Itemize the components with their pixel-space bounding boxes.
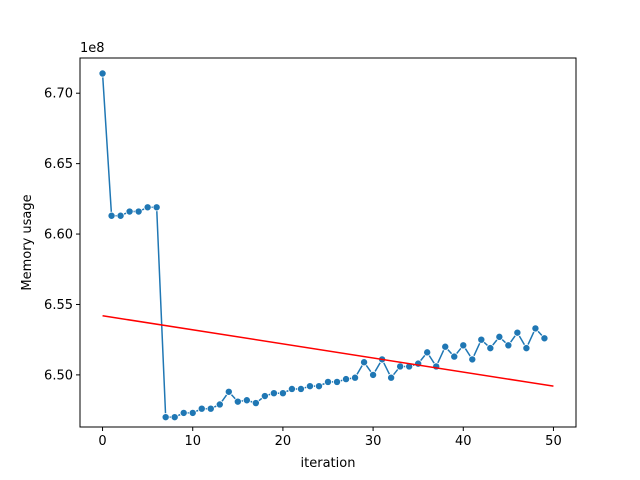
x-tick-label: 30 (365, 434, 382, 449)
data-point (450, 352, 459, 361)
data-point (323, 377, 332, 386)
data-point (468, 355, 477, 364)
data-point (333, 377, 342, 386)
data-point (459, 341, 468, 350)
data-point (107, 211, 116, 220)
data-point (143, 203, 152, 212)
data-point (197, 404, 206, 413)
y-axis: 6.50 6.55 6.60 6.65 6.70 (44, 87, 80, 383)
data-point (170, 413, 179, 422)
data-point (116, 211, 125, 220)
plot-frame (79, 57, 577, 428)
x-tick-label: 0 (98, 434, 106, 449)
data-point (441, 342, 450, 351)
data-point (278, 389, 287, 398)
y-tick-label: 6.65 (44, 157, 73, 172)
data-point (296, 384, 305, 393)
y-tick-label: 6.50 (44, 368, 73, 383)
x-axis-label: iteration (301, 456, 356, 471)
data-point (495, 332, 504, 341)
y-tick-label: 6.60 (44, 228, 73, 243)
data-point (134, 207, 143, 216)
y-tick-label: 6.70 (44, 87, 73, 102)
plot-layer (98, 69, 554, 422)
data-point (342, 375, 351, 384)
x-axis: 0 10 20 30 40 50 (98, 427, 562, 449)
trend-line (102, 314, 554, 387)
x-tick-label: 50 (545, 434, 562, 449)
data-point (233, 397, 242, 406)
data-point (242, 396, 251, 405)
data-point (531, 324, 540, 333)
data-point (206, 404, 215, 413)
data-point (251, 399, 260, 408)
data-point (351, 373, 360, 382)
data-point (540, 334, 549, 343)
data-point (486, 344, 495, 353)
data-point (260, 392, 269, 401)
data-point (360, 358, 369, 367)
data-point (161, 413, 170, 422)
data-point (314, 382, 323, 391)
data-point (369, 370, 378, 379)
data-point (396, 362, 405, 371)
data-point (152, 203, 161, 212)
data-point (98, 69, 107, 78)
data-point (477, 335, 486, 344)
data-point (188, 408, 197, 417)
data-point (215, 400, 224, 409)
x-tick-label: 20 (275, 434, 292, 449)
data-point (305, 382, 314, 391)
data-point (513, 328, 522, 337)
data-point (224, 387, 233, 396)
x-tick-label: 40 (455, 434, 472, 449)
y-axis-label: Memory usage (20, 194, 35, 290)
x-tick-label: 10 (184, 434, 201, 449)
data-point (269, 389, 278, 398)
data-point (179, 408, 188, 417)
data-point (522, 344, 531, 353)
data-point (125, 207, 134, 216)
data-point (504, 341, 513, 350)
data-point (287, 384, 296, 393)
data-point (423, 348, 432, 357)
data-point (387, 373, 396, 382)
y-offset-label: 1e8 (80, 41, 105, 56)
y-tick-label: 6.55 (44, 298, 73, 313)
